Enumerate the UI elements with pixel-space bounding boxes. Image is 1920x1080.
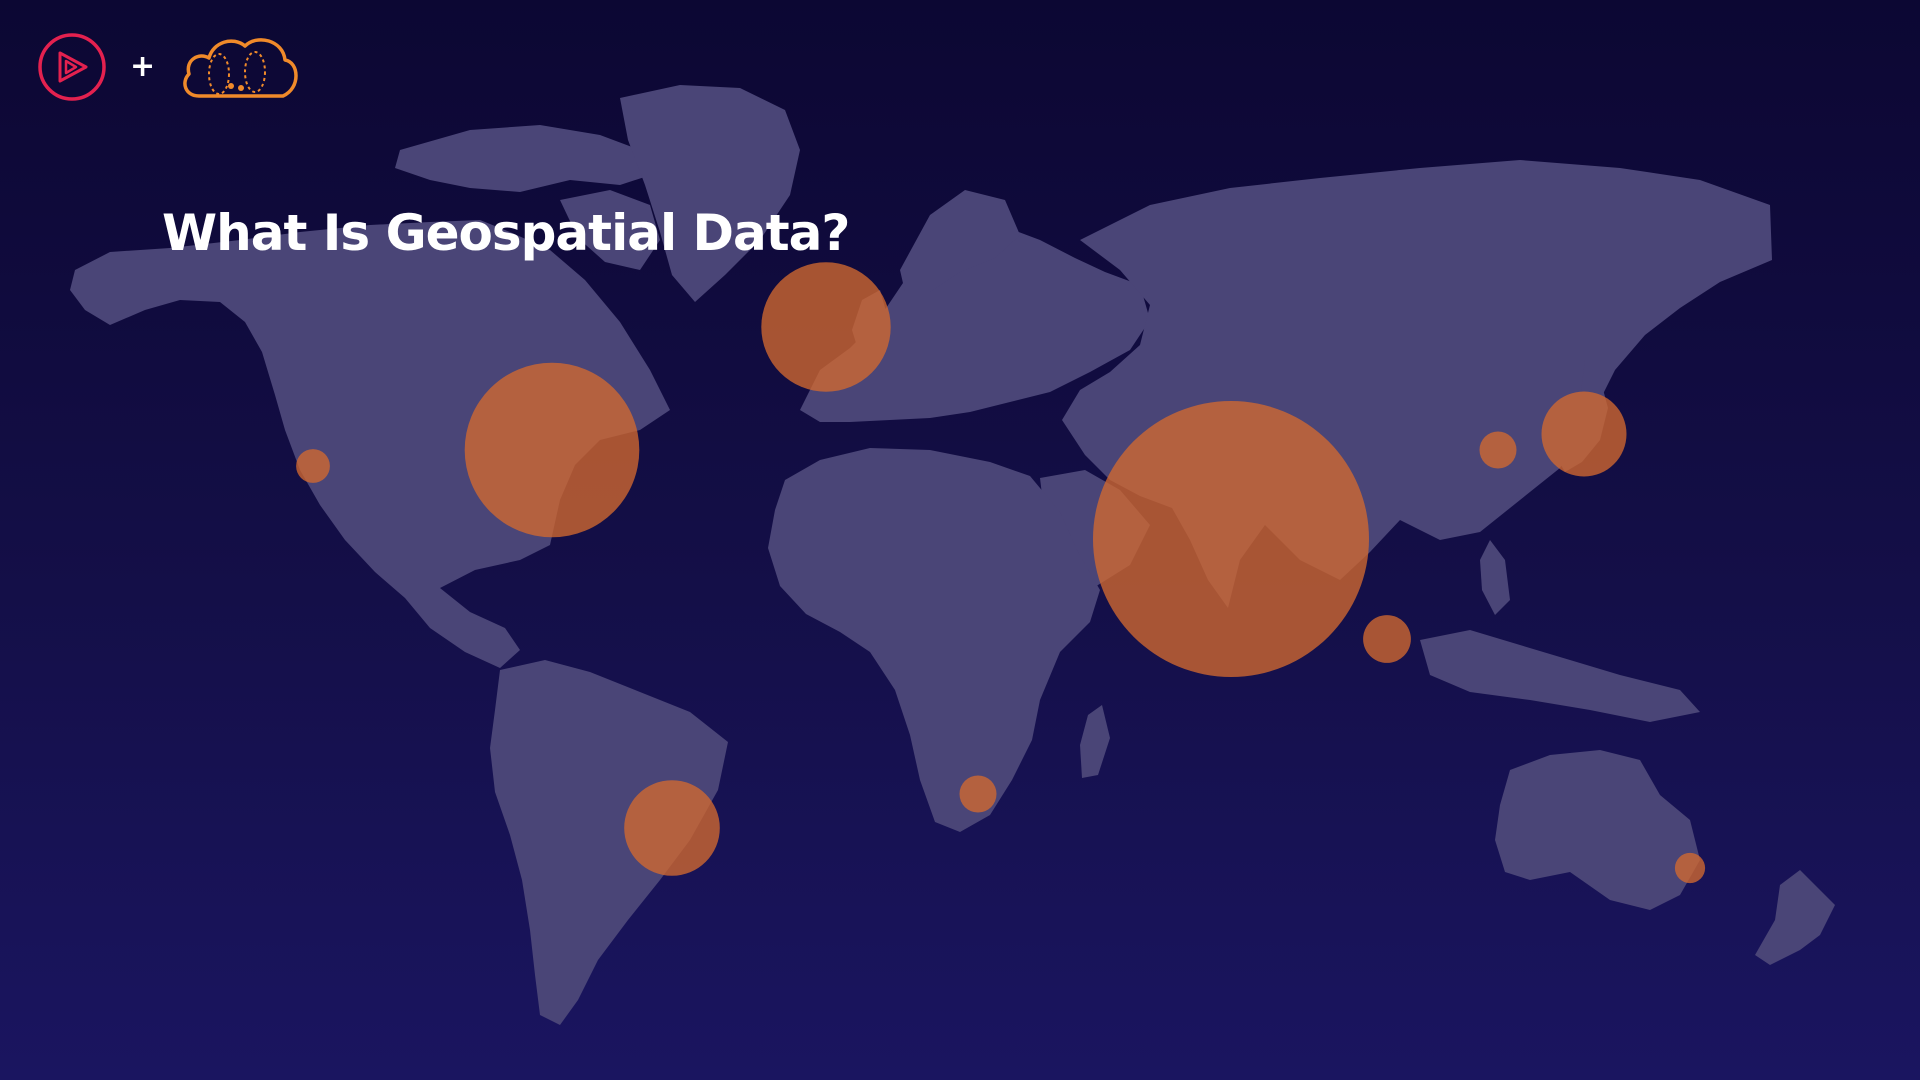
- page-title: What Is Geospatial Data?: [162, 204, 850, 262]
- bubble-eastern-australia: [1674, 852, 1706, 884]
- bubble-layer: [296, 262, 1706, 884]
- australia: [1495, 750, 1700, 910]
- scandinavia: [900, 190, 1020, 292]
- baffin-island: [560, 190, 660, 270]
- bubble-india: [1093, 401, 1369, 677]
- indonesia: [1420, 630, 1700, 722]
- bubble-south-africa: [959, 775, 997, 813]
- cloud-globe-icon: [183, 38, 298, 98]
- africa: [768, 448, 1100, 832]
- arctic-islands: [395, 125, 660, 192]
- bubble-japan: [1541, 391, 1627, 477]
- bubble-eastern-united-states: [464, 362, 640, 538]
- greenland: [620, 85, 800, 302]
- bubble-brazil: [624, 780, 720, 876]
- south-america: [490, 660, 728, 1025]
- bubble-north-atlantic: [761, 262, 891, 392]
- north-america: [70, 220, 670, 668]
- logo-bar: +: [36, 30, 301, 104]
- play-triangle-circle-icon: [38, 33, 106, 101]
- new-zealand: [1755, 870, 1835, 965]
- bubble-california: [296, 449, 330, 483]
- madagascar: [1080, 705, 1110, 778]
- philippines: [1480, 540, 1510, 615]
- europe: [800, 225, 1150, 422]
- bubble-korea: [1479, 431, 1517, 469]
- plus-separator: +: [130, 49, 156, 84]
- bubble-southeast-asia: [1363, 615, 1411, 663]
